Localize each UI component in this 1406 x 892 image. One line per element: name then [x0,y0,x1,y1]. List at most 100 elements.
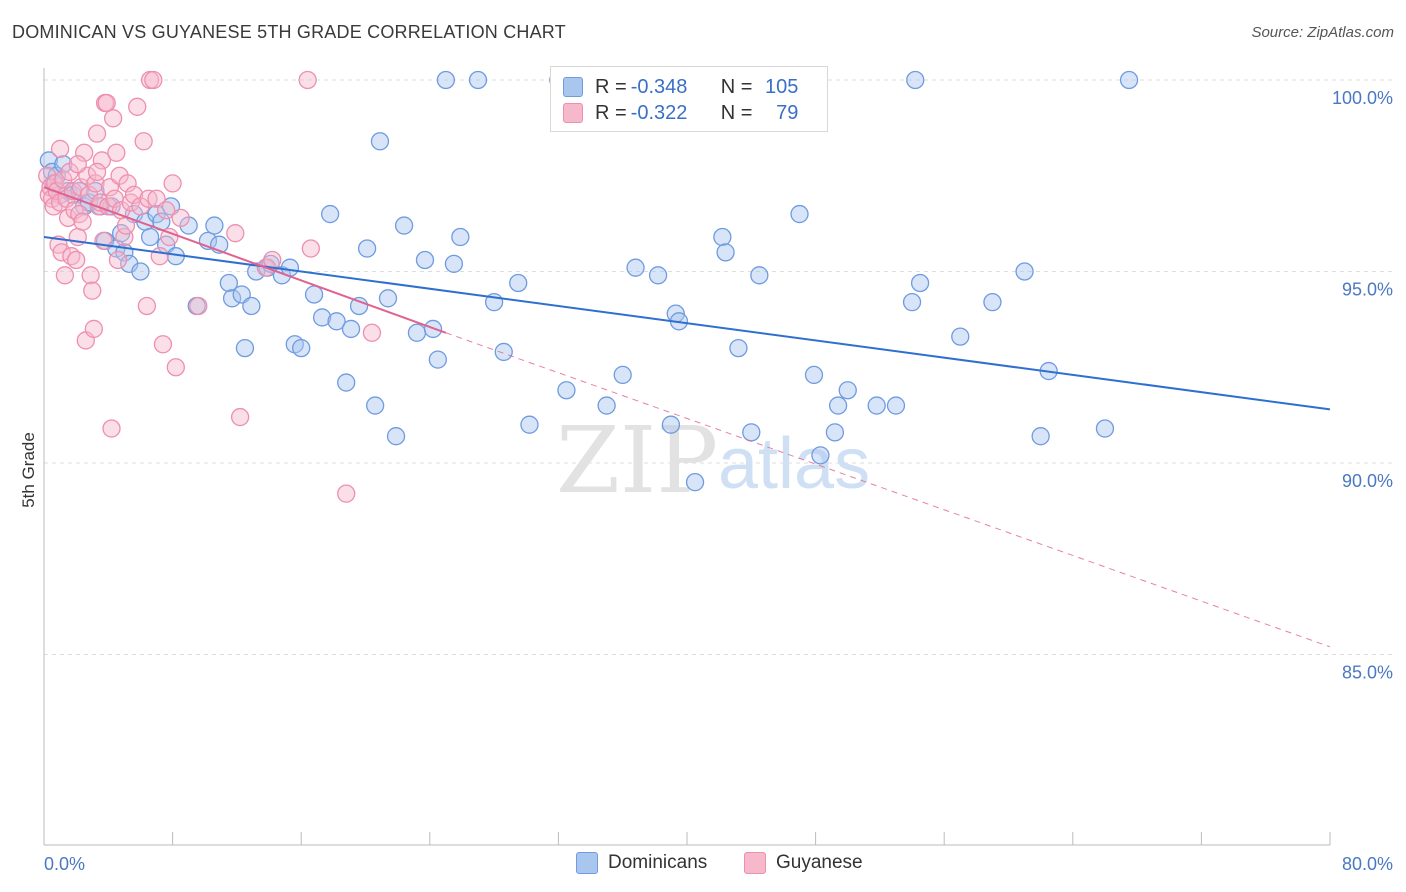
dominicans-point [828,396,848,415]
guyanese-point [171,208,190,228]
dominicans-point [131,262,150,281]
guyanese-point [337,484,356,503]
dominicans-point [247,262,266,281]
trend-lines [43,186,1331,648]
dominicans-point [509,273,528,293]
dominicans-point [729,338,748,358]
dominicans-point [661,415,681,434]
dominicans-point [825,423,845,442]
dominicans-point [242,296,261,316]
dominicans-point [304,285,324,304]
guyanese-trend-line [43,186,447,334]
dominicans-point [626,258,645,277]
guyanese-point [81,266,100,285]
grid-lines [44,79,1392,655]
y-tick-label: 85.0% [1342,663,1393,683]
y-tick-label: 100.0% [1332,88,1393,108]
dominicans-point [444,254,464,273]
guyanese-point [230,407,250,427]
dominicans-point [838,381,857,400]
guyanese-point [92,151,112,170]
dominicans-point [811,446,830,465]
dominicans-point [451,227,470,247]
guyanese-point [137,296,157,316]
dominicans-point [906,70,925,90]
dominicans-point [790,204,809,224]
watermark-atlas: atlas [718,424,870,504]
guyanese-point [67,250,86,270]
dominicans-point [341,319,361,339]
dominicans-point [1031,427,1050,446]
y-axis-label: 5th Grade [19,432,38,508]
x-tick-label: 80.0% [1342,854,1393,874]
dominicans-point [357,239,377,258]
dominicans-point [951,327,970,346]
r-value: -0.348 [630,75,688,98]
guyanese-point [150,247,169,266]
guyanese-point [107,143,126,162]
n-value: 105 [765,75,799,98]
guyanese-point [124,185,144,205]
guyanese-point [83,281,102,300]
dominicans-point [370,132,390,151]
dominicans-point [39,151,58,170]
n-label: N = [720,75,753,98]
guyanese-point [134,132,153,151]
dominicans-point [219,273,239,293]
guyanese-point [160,227,179,247]
dominicans-trend-line [43,236,1331,411]
legend-item-guyanese: Guyanese [744,852,863,874]
r-label: R = [595,101,627,124]
correlation-legend: R = -0.348 N = 105 R = -0.322 N = 79 [550,66,828,132]
guyanese-point [84,319,103,339]
dominicans-point [910,273,930,293]
dominicans-point [1119,70,1139,90]
dominicans-point [902,292,922,312]
dominicans-point [378,289,398,308]
dominicans-point [716,243,735,262]
guyanese-swatch [563,103,583,123]
guyanese-point [118,174,137,193]
dominicans-point [494,342,513,362]
dominicans-point [886,396,906,415]
dominicans-point [804,365,824,385]
dominicans-point [235,338,255,358]
dominicans-point [520,415,539,434]
watermark-zip: ZIP [556,407,718,514]
legend-label-guyanese: Guyanese [776,852,863,873]
guyanese-point [87,162,107,182]
guyanese-point [55,266,75,285]
guyanese-point [166,358,185,377]
guyanese-point [52,243,71,262]
guyanese-point [298,70,317,90]
legend-row-dominicans: R = -0.348 N = 105 [563,74,798,100]
tick-labels: 100.0% 95.0% 90.0% 85.0% 0.0% 80.0% [44,88,1393,874]
dominicans-point [365,396,385,415]
guyanese-point [226,224,245,243]
guyanese-point [144,70,163,90]
guyanese-point [115,227,134,247]
dominicans-point [415,250,435,270]
guyanese-point [102,419,121,438]
dominicans-swatch [576,852,598,874]
y-tick-label: 90.0% [1342,471,1393,491]
dominicans-point [867,396,886,415]
dominicans-point [468,70,488,90]
guyanese-swatch [744,852,766,874]
dominicans-point [407,323,427,342]
source-label: Source: ZipAtlas.com [1251,24,1394,41]
guyanese-point [73,212,92,231]
chart-title: DOMINICAN VS GUYANESE 5TH GRADE CORRELAT… [12,22,566,42]
guyanese-point [103,109,123,128]
r-label: R = [595,75,627,98]
dominicans-point [597,396,616,415]
dominicans-swatch [563,77,583,97]
guyanese-point [86,174,105,193]
dominicans-point [436,70,456,90]
dominicans-point [742,423,761,442]
r-value: -0.322 [630,101,688,124]
dominicans-point [394,216,414,235]
x-tick-label: 0.0% [44,854,85,874]
guyanese-point [301,239,320,258]
